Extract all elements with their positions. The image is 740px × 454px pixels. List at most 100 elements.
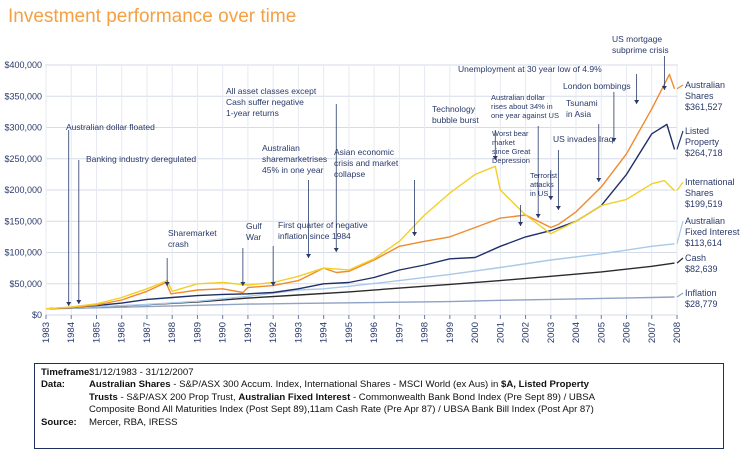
legend-value-listed-property: $264,718 <box>685 148 723 158</box>
x-tick-label: 1999 <box>445 322 456 343</box>
y-tick-label: $200,000 <box>4 185 42 195</box>
legend-marker-aus-fixed <box>676 220 684 244</box>
data-text-2: - S&P/ASX 200 Prop Trust, <box>117 391 239 403</box>
annotation-label: Sharemarket crash <box>168 228 217 249</box>
annotation-arrowhead <box>518 222 524 226</box>
data-row: Data: Australian Shares - S&P/ASX 300 Acc… <box>41 379 717 391</box>
x-tick-label: 1986 <box>117 322 128 343</box>
annotation-label: US invades Iraq <box>553 134 614 144</box>
legend-label-listed-property: Listed Property <box>685 126 720 147</box>
annotation-label: Tsunami in Asia <box>566 98 598 119</box>
series-line-aus-shares <box>45 73 676 310</box>
line-chart: $0 $50,000 $100,000 $150,000 $200,000 $250,00… <box>4 34 740 343</box>
x-tick-label: 1994 <box>319 322 330 343</box>
data-row-2: Trusts - S&P/ASX 200 Prop Trust, Austral… <box>41 392 717 404</box>
data-text-1: - S&P/ASX 300 Accum. Index, Internationa… <box>170 379 502 391</box>
x-tick-label: 1995 <box>344 322 355 343</box>
timeframe-row: Timeframe:31/12/1983 - 31/12/2007 <box>41 367 717 379</box>
timeframe-label: Timeframe: <box>41 367 93 378</box>
series-line-intl-shares <box>45 165 675 310</box>
legend-value-intl-shares: $199,519 <box>685 199 723 209</box>
chart-footer: Timeframe:31/12/1983 - 31/12/2007 Data: A… <box>34 363 724 449</box>
annotation-label: Asian economic crisis and market collapse <box>334 147 399 179</box>
data-row-3: Composite Bond All Maturities Index (Pos… <box>41 404 717 416</box>
annotation-label: Australian sharemarketrises 45% in one yea… <box>262 143 327 175</box>
annotation-arrowhead <box>412 232 418 236</box>
y-tick-label: $50,000 <box>9 279 42 289</box>
legend-value-aus-fixed: $113,614 <box>685 238 722 248</box>
annotation-label: Banking industry deregulated <box>86 154 196 164</box>
x-tick-label: 1987 <box>142 322 153 343</box>
data-listed-property: $A, Listed Property <box>501 379 589 391</box>
y-tick-label: $100,000 <box>4 248 42 258</box>
x-tick-label: 1993 <box>293 322 304 343</box>
x-tick-label: 1992 <box>268 322 279 343</box>
annotation-label: Worst bear market since Great Depression <box>492 129 531 165</box>
x-tick-label: 2005 <box>596 322 607 343</box>
legend-label-aus-fixed: Australian Fixed Interest <box>685 216 740 237</box>
x-tick-label: 2000 <box>470 322 481 343</box>
data-aus-shares: Australian Shares <box>89 379 171 391</box>
annotation-arrowhead <box>305 254 311 258</box>
x-tick-label: 1996 <box>369 322 380 343</box>
series-line-inflation <box>45 296 675 310</box>
annotation-arrowhead <box>661 86 667 90</box>
x-tick-label: 2008 <box>672 322 683 343</box>
x-tick-label: 1990 <box>218 322 229 343</box>
annotation-arrowhead <box>611 138 617 142</box>
annotation-label: All asset classes except Cash suffer nega… <box>226 86 317 118</box>
x-tick-label: 1988 <box>167 322 178 343</box>
annotation-arrowhead <box>548 196 554 200</box>
annotation-arrowhead <box>76 300 82 304</box>
x-tick-label: 2006 <box>622 322 633 343</box>
annotation-arrowhead <box>555 206 561 210</box>
data-aus-fixed: Australian Fixed Interest <box>238 391 351 403</box>
annotation-label: Unemployment at 30 year low of 4.9% <box>458 64 602 74</box>
y-tick-label: $150,000 <box>4 216 42 226</box>
data-text-3: - Commonwealth Bank Bond Index (Pre Sept… <box>350 391 596 403</box>
x-tick-label: 1984 <box>66 322 77 343</box>
annotation-label: Technology bubble burst <box>432 104 479 125</box>
annotation-label: US mortgage subprime crisis <box>612 34 669 55</box>
annotation-arrowhead <box>164 282 170 286</box>
annotation-label: First quarter of negative inflation since… <box>278 220 368 241</box>
y-tick-label: $350,000 <box>4 91 42 101</box>
x-tick-label: 2007 <box>647 322 658 343</box>
annotation-label: Gulf War <box>246 221 262 242</box>
legend-marker-cash <box>676 257 684 264</box>
chart-title: Investment performance over time <box>8 6 297 27</box>
x-tick-label: 2003 <box>546 322 557 343</box>
source-label: Source: <box>41 416 77 428</box>
annotation-arrowhead <box>596 178 602 182</box>
annotation-arrowhead <box>240 282 246 286</box>
x-tick-label: 2002 <box>521 322 532 343</box>
x-tick-label: 1989 <box>192 322 203 343</box>
x-tick-label: 2001 <box>495 322 506 343</box>
x-tick-label: 1998 <box>420 322 431 343</box>
y-tick-label: $0 <box>32 310 42 320</box>
timeframe-value: 31/12/1983 - 31/12/2007 <box>89 367 194 378</box>
annotation-label: London bombings <box>563 81 631 91</box>
annotation-arrowhead <box>333 248 339 252</box>
annotation-label: Australian dollar rises about 34% in one y… <box>491 93 559 120</box>
annotation-arrowhead <box>535 214 541 218</box>
x-tick-label: 1985 <box>91 322 102 343</box>
series-line-aus-fixed <box>45 243 675 310</box>
legend-label-intl-shares: International Shares <box>685 177 735 198</box>
data-trusts: Trusts <box>89 391 118 403</box>
legend-label-cash: Cash <box>685 253 706 263</box>
x-tick-label: 1997 <box>394 322 405 343</box>
annotation-arrowhead <box>634 100 640 104</box>
legend-marker-intl-shares <box>676 181 684 191</box>
y-tick-label: $250,000 <box>4 154 42 164</box>
annotation-arrowhead <box>66 302 72 306</box>
y-tick-label: $300,000 <box>4 123 42 133</box>
legend-value-aus-shares: $361,527 <box>685 102 723 112</box>
legend-value-cash: $82,639 <box>685 264 718 274</box>
legend-label-inflation: Inflation <box>685 288 717 298</box>
x-tick-label: 1983 <box>41 322 52 343</box>
annotation-label: Terrorist attacks in US <box>530 171 558 198</box>
source-value: Mercer, RBA, IRESS <box>89 416 178 428</box>
y-tick-label: $400,000 <box>4 60 42 70</box>
data-label: Data: <box>41 379 65 391</box>
